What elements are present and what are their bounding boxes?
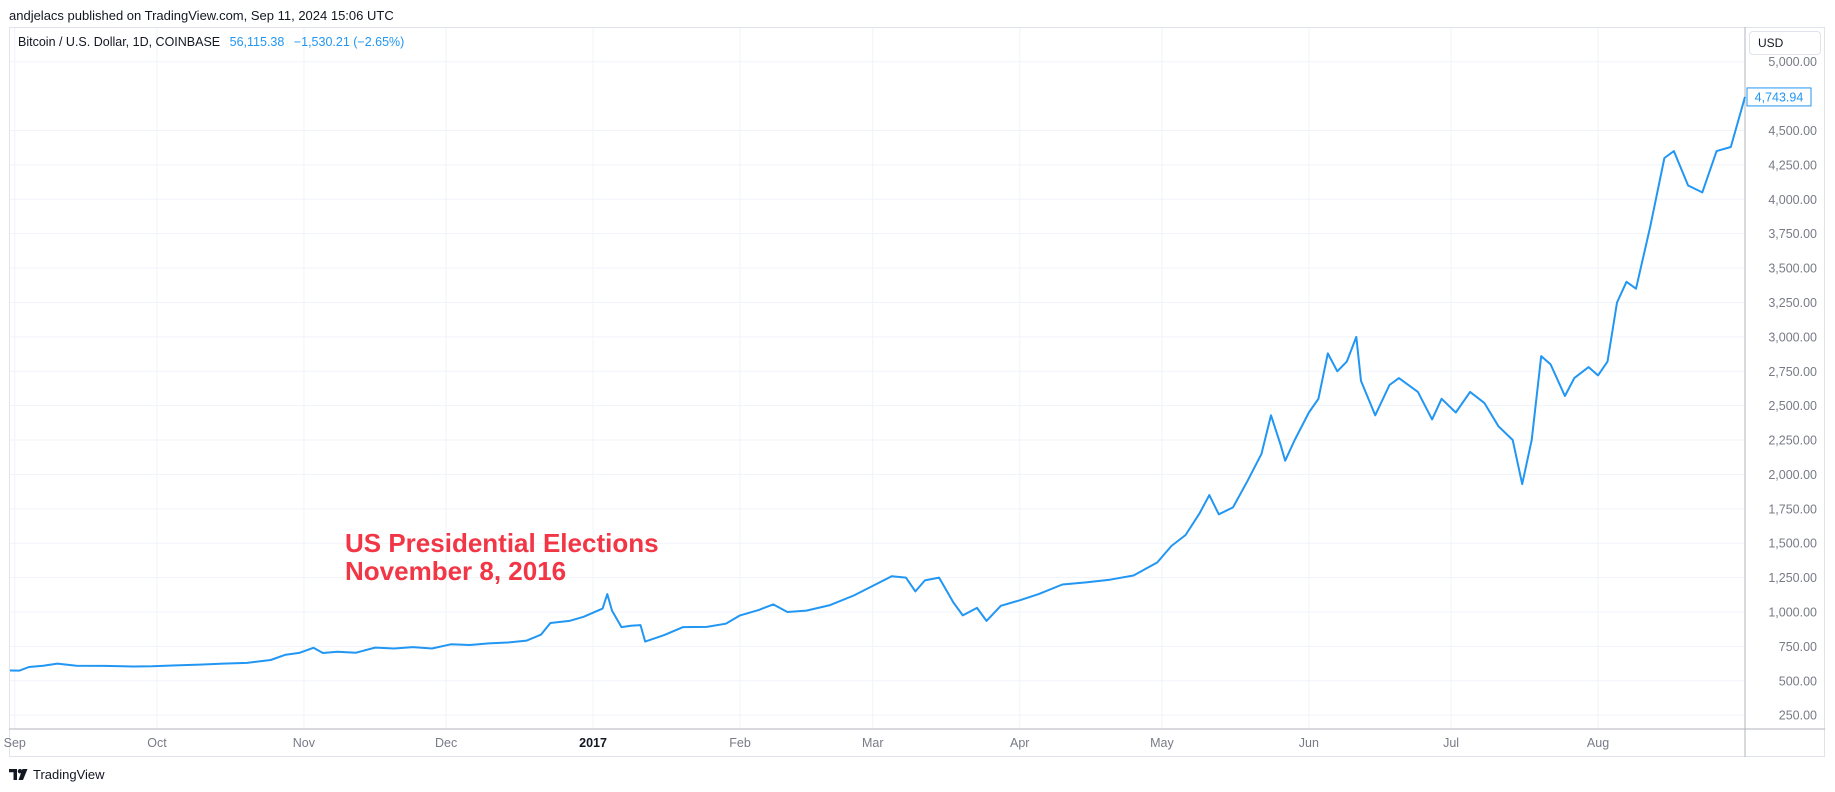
y-tick-label: 3,250.00 bbox=[1768, 296, 1817, 310]
annotation-line-1: US Presidential Elections bbox=[345, 528, 659, 558]
x-tick-label: Aug bbox=[1587, 736, 1609, 750]
tradingview-brand[interactable]: TradingView bbox=[9, 767, 105, 782]
y-tick-label: 2,500.00 bbox=[1768, 399, 1817, 413]
labels-layer: 4,743.94 bbox=[1746, 87, 1812, 107]
y-tick-label: 4,000.00 bbox=[1768, 193, 1817, 207]
x-tick-label: Apr bbox=[1010, 736, 1029, 750]
price-line bbox=[9, 96, 1746, 672]
y-tick-label: 2,000.00 bbox=[1768, 468, 1817, 482]
grid-lines bbox=[10, 28, 1745, 729]
x-tick-label: Oct bbox=[147, 736, 167, 750]
y-tick-label: 2,750.00 bbox=[1768, 365, 1817, 379]
y-tick-label: 5,000.00 bbox=[1768, 55, 1817, 69]
x-tick-label: Nov bbox=[293, 736, 316, 750]
x-tick-label: Jun bbox=[1299, 736, 1319, 750]
y-tick-label: 750.00 bbox=[1779, 640, 1817, 654]
price-change: −1,530.21 (−2.65%) bbox=[293, 35, 405, 49]
x-tick-label: Dec bbox=[435, 736, 457, 750]
y-tick-label: 3,500.00 bbox=[1768, 262, 1817, 276]
x-tick-label: Jul bbox=[1443, 736, 1459, 750]
x-tick-label: Mar bbox=[862, 736, 884, 750]
x-tick-label: 2017 bbox=[579, 736, 607, 750]
y-tick-label: 1,250.00 bbox=[1768, 571, 1817, 585]
y-tick-label: 1,750.00 bbox=[1768, 502, 1817, 516]
y-tick-label: 3,750.00 bbox=[1768, 227, 1817, 241]
last-price: 56,115.38 bbox=[229, 35, 285, 49]
x-tick-label: Sep bbox=[4, 736, 26, 750]
brand-label: TradingView bbox=[33, 767, 105, 782]
y-tick-label: 4,500.00 bbox=[1768, 124, 1817, 138]
annotation-line-2: November 8, 2016 bbox=[345, 556, 567, 586]
y-tick-label: 500.00 bbox=[1779, 674, 1817, 688]
y-tick-label: 2,250.00 bbox=[1768, 434, 1817, 448]
y-tick-label: 3,000.00 bbox=[1768, 330, 1817, 344]
chart-frame bbox=[9, 27, 1825, 757]
y-tick-label: 4,250.00 bbox=[1768, 158, 1817, 172]
symbol-name: Bitcoin / U.S. Dollar, 1D, COINBASE bbox=[18, 35, 221, 49]
currency-selector-button[interactable]: USD bbox=[1749, 31, 1821, 55]
y-tick-label: 250.00 bbox=[1779, 709, 1817, 723]
x-tick-label: May bbox=[1150, 736, 1174, 750]
election-annotation: US Presidential Elections November 8, 20… bbox=[345, 529, 659, 585]
axes: 250.00 500.00 750.00 1,000.00 1,250.00 1,500.… bbox=[4, 27, 1825, 757]
symbol-legend: Bitcoin / U.S. Dollar, 1D, COINBASE 56,1… bbox=[18, 35, 404, 49]
tradingview-logo-icon bbox=[9, 769, 28, 780]
last-value-label: 4,743.94 bbox=[1755, 90, 1804, 104]
y-tick-label: 1,500.00 bbox=[1768, 537, 1817, 551]
last-value-badge bbox=[1746, 87, 1812, 107]
y-tick-label: 1,000.00 bbox=[1768, 606, 1817, 620]
x-tick-label: Feb bbox=[729, 736, 751, 750]
series-layer bbox=[9, 96, 1746, 672]
published-by-label: andjelacs published on TradingView.com, … bbox=[9, 8, 394, 23]
